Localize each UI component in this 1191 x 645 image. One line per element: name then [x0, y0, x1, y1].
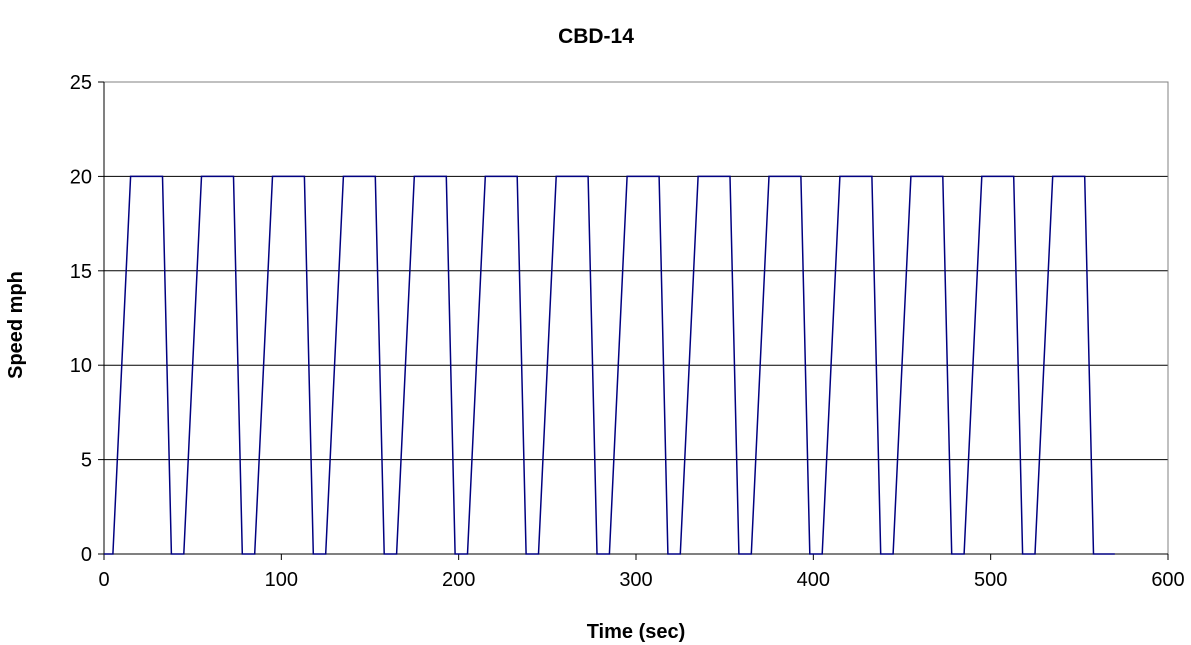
y-tick-label: 20 [70, 166, 92, 188]
x-tick-label: 0 [98, 569, 109, 591]
x-tick-label: 500 [974, 569, 1007, 591]
y-tick-label: 10 [70, 355, 92, 377]
y-axis-title: Speed mph [5, 271, 27, 379]
x-tick-label: 600 [1151, 569, 1184, 591]
y-tick-label: 15 [70, 261, 92, 283]
x-tick-label: 400 [797, 569, 830, 591]
gridlines [104, 175, 1168, 461]
chart-title: CBD-14 [558, 25, 634, 48]
x-tick-label: 200 [442, 569, 475, 591]
y-tick-label: 0 [81, 544, 92, 566]
y-tick-label: 5 [81, 450, 92, 472]
x-axis-title: Time (sec) [587, 621, 686, 643]
x-tick-label: 100 [265, 569, 298, 591]
x-tick-label: 300 [619, 569, 652, 591]
tick-labels: 0 5 10 15 20 25 0 100 200 300 400 500 600 [70, 72, 1185, 591]
plot-area [103, 81, 1169, 555]
y-tick-label: 25 [70, 72, 92, 94]
axes [98, 81, 1169, 560]
series-line [104, 175, 1115, 555]
